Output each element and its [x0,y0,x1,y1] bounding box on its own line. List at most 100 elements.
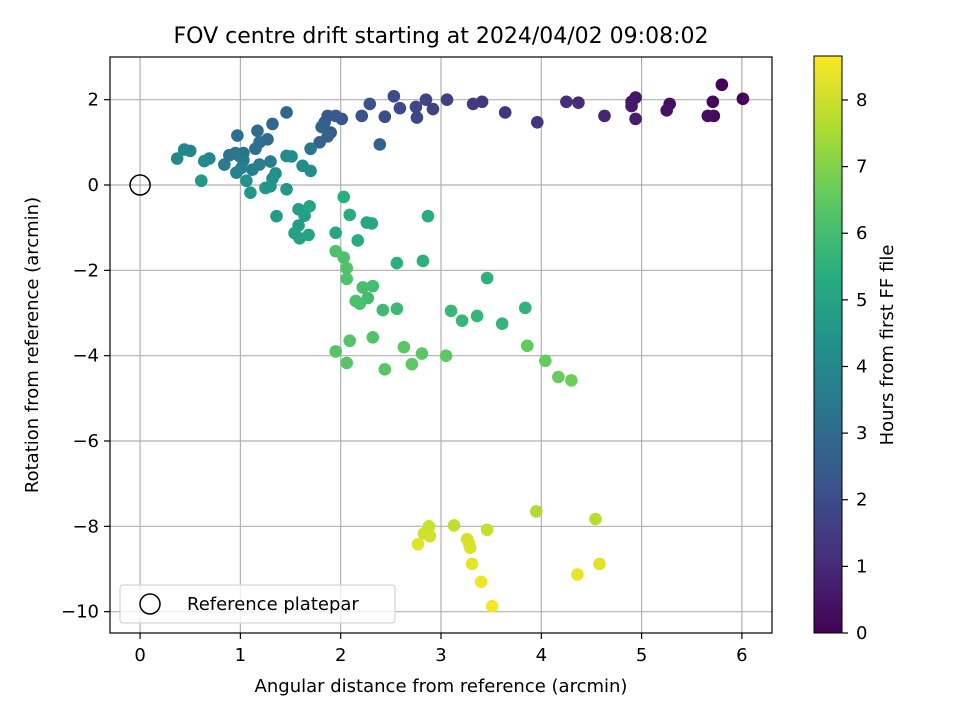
data-point [197,154,211,168]
data-point [355,109,369,123]
colorbar-tick-label: 3 [856,423,867,444]
chart-title: FOV centre drift starting at 2024/04/02 … [174,24,709,49]
y-axis-ticks: −10 −8 −6 −4 −2 0 2 [61,90,110,623]
data-point [340,272,354,286]
data-point [485,599,499,613]
data-point [170,152,184,165]
data-point [376,303,390,317]
data-point [589,512,602,526]
y-tick-label: −2 [72,260,99,281]
y-tick-label: −6 [72,431,99,452]
data-point [426,102,440,116]
data-point [266,117,279,131]
data-point [474,575,488,589]
data-point [298,209,311,223]
data-point [390,302,404,316]
data-point [353,297,367,310]
data-point [378,110,392,124]
data-point [520,339,534,353]
x-tick-label: 4 [536,645,547,666]
data-point [447,519,461,532]
x-axis-ticks: 0 1 2 3 4 5 6 [134,633,748,666]
data-point [366,331,380,344]
data-point [264,155,277,168]
data-point [340,356,354,370]
legend: Reference platepar [119,584,396,624]
x-tick-label: 5 [636,645,647,666]
reference-marker [129,174,151,196]
data-point [415,347,429,360]
data-point [529,505,543,518]
legend-box [119,584,396,624]
data-point [365,217,379,230]
data-point [303,200,316,213]
data-point [466,97,480,111]
data-point [495,317,509,330]
colorbar: 0 1 2 3 4 5 6 7 8 Hours from first FF file [813,55,898,644]
data-point [231,129,244,142]
data-point [416,254,430,268]
colorbar-tick-label: 0 [856,623,867,644]
colorbar-label: Hours from first FF file [877,245,898,446]
data-point [405,357,419,371]
data-point [518,301,532,315]
x-tick-label: 3 [435,645,446,666]
data-point [706,95,720,109]
data-point [351,234,365,247]
data-point [465,557,479,571]
data-point [629,112,642,126]
legend-marker-reference [139,593,161,615]
colorbar-tick-label: 5 [856,290,867,311]
data-point [230,166,243,179]
y-tick-label: 2 [88,90,99,111]
colorbar-tick-label: 6 [856,223,867,244]
data-point [444,304,458,318]
data-point [560,95,573,109]
data-point [366,279,380,293]
data-point [552,370,565,384]
data-point [463,541,477,554]
data-point [455,314,469,327]
data-point [736,92,750,106]
reference-point [129,174,151,196]
x-tick-label: 0 [134,645,145,666]
data-point [565,374,578,387]
data-point [340,261,354,275]
data-point [439,349,453,362]
data-point [304,142,317,156]
colorbar-tick-label: 7 [856,157,867,178]
colorbar-tick-label: 8 [856,90,867,111]
data-point [598,109,611,123]
data-point [625,99,638,113]
data-point [660,104,673,117]
data-point [356,281,370,294]
y-tick-label: −8 [72,516,99,537]
data-point [313,136,326,149]
data-point [539,354,552,368]
data-point [337,190,351,204]
data-point [571,568,584,581]
data-point [378,363,392,376]
legend-label-reference: Reference platepar [187,594,359,615]
y-tick-label: −10 [61,602,99,623]
data-point [194,174,208,188]
data-point [701,109,715,123]
data-point [421,209,435,223]
data-point [246,163,259,176]
data-point [411,537,425,551]
data-point [530,115,544,129]
data-point [259,181,272,195]
data-point [470,309,484,323]
data-point [240,174,253,188]
x-tick-label: 1 [235,645,246,666]
data-point [302,228,315,242]
data-point [419,93,433,106]
data-point [177,143,191,156]
data-point [715,78,729,92]
data-point [280,106,293,119]
data-point [223,148,236,162]
data-point [270,209,283,223]
data-point [498,106,512,119]
data-point [593,557,606,571]
data-point [440,93,454,106]
